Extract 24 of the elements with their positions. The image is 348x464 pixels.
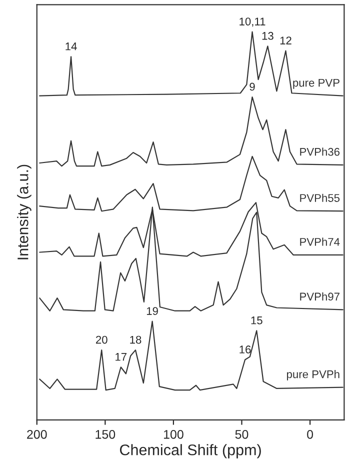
series-label: pure PVP bbox=[293, 78, 340, 89]
x-tick-label: 50 bbox=[235, 430, 248, 439]
x-tick-label: 150 bbox=[96, 430, 116, 439]
series-label: pure PVPh bbox=[286, 370, 340, 380]
x-tick-label: 200 bbox=[27, 430, 47, 439]
x-tick-label: 100 bbox=[164, 430, 184, 439]
annotation: 19 bbox=[146, 307, 158, 315]
series-label: PVPh36 bbox=[300, 148, 340, 156]
series-label: PVPh55 bbox=[300, 194, 340, 202]
annotation: 10,11 bbox=[240, 18, 266, 27]
annotation: 15 bbox=[251, 316, 262, 324]
annotation: 12 bbox=[280, 36, 292, 44]
annotation: 9 bbox=[250, 82, 255, 91]
y-axis-title: Intensity (a.u.) bbox=[17, 164, 32, 260]
series-label: PVPh74 bbox=[300, 238, 340, 246]
annotation: 14 bbox=[66, 42, 77, 50]
x-tick-label: 0 bbox=[307, 430, 314, 439]
series-label: PVPh97 bbox=[300, 292, 340, 301]
annotation: 18 bbox=[130, 336, 142, 344]
annotation: 17 bbox=[116, 353, 126, 361]
x-axis-title: Chemical Shift (ppm) bbox=[120, 444, 261, 458]
annotation: 13 bbox=[262, 32, 274, 40]
annotation: 20 bbox=[96, 336, 108, 344]
annotation: 16 bbox=[240, 346, 251, 354]
